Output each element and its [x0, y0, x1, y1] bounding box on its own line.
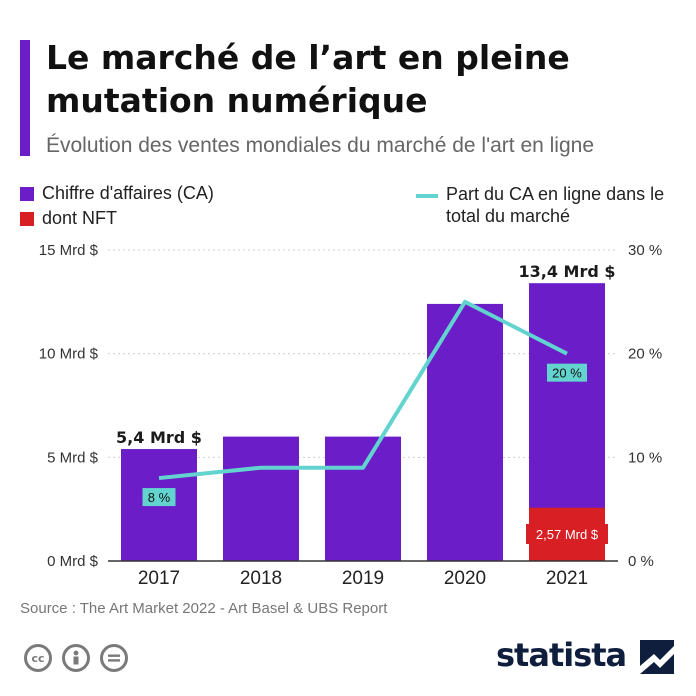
nft-label-box — [526, 524, 608, 544]
y-right-tick-label: 30 % — [628, 242, 662, 259]
axes: 0 Mrd $ 5 Mrd $ 10 Mrd $ 15 Mrd $ 0 % 10 % 20 … — [39, 242, 662, 589]
y-left-tick-label: 5 Mrd $ — [47, 449, 99, 466]
share-label: 20 % — [552, 366, 582, 381]
y-left-tick-label: 15 Mrd $ — [39, 242, 99, 259]
legend-swatch-ca — [20, 187, 34, 201]
data-labels: 5,4 Mrd $ 13,4 Mrd $ 8 % 20 % 2,57 Mrd $ — [116, 262, 616, 544]
x-tick-label: 2017 — [138, 568, 180, 589]
source-note: Source : The Art Market 2022 - Art Basel… — [20, 600, 388, 617]
share-line — [158, 299, 568, 481]
bar-value-label: 5,4 Mrd $ — [116, 428, 202, 447]
y-right-tick-label: 20 % — [628, 346, 662, 363]
title-accent-bar — [20, 40, 30, 156]
brand-logo-icon — [640, 640, 674, 674]
page-title-text: Le marché de l’art en pleine mutation nu… — [46, 38, 570, 120]
bar-ca — [223, 436, 299, 561]
y-right-tick-label: 10 % — [628, 449, 662, 466]
x-tick-label: 2018 — [240, 568, 282, 589]
legend-label-share: Part du CA en ligne dans le total du mar… — [446, 184, 665, 226]
legend-label-nft: dont NFT — [42, 208, 118, 228]
legend-label-ca: Chiffre d'affaires (CA) — [42, 183, 214, 203]
nd-icon — [100, 644, 128, 672]
page-subtitle: Évolution des ventes mondiales du marché… — [46, 134, 594, 157]
brand-logo: statista — [496, 636, 627, 674]
share-label: 8 % — [148, 490, 171, 505]
bar-value-label: 13,4 Mrd $ — [518, 262, 615, 281]
x-tick-label: 2021 — [546, 568, 588, 589]
bar-ca — [325, 436, 401, 561]
nft-label: 2,57 Mrd $ — [536, 527, 599, 542]
legend-swatch-nft — [20, 212, 34, 226]
y-right-tick-label: 0 % — [628, 553, 654, 570]
y-left-tick-label: 0 Mrd $ — [47, 553, 99, 570]
share-label-box — [142, 488, 176, 507]
x-tick-label: 2020 — [444, 568, 486, 589]
share-label-box — [547, 363, 587, 382]
cc-icon: cc — [24, 644, 52, 672]
by-icon — [62, 644, 90, 672]
legend-swatch-share — [416, 194, 438, 198]
x-tick-label: 2019 — [342, 568, 384, 589]
page-title: Le marché de l’art en pleine mutation nu… — [46, 36, 696, 122]
share-line-path — [158, 299, 568, 481]
y-left-tick-label: 10 Mrd $ — [39, 346, 99, 363]
